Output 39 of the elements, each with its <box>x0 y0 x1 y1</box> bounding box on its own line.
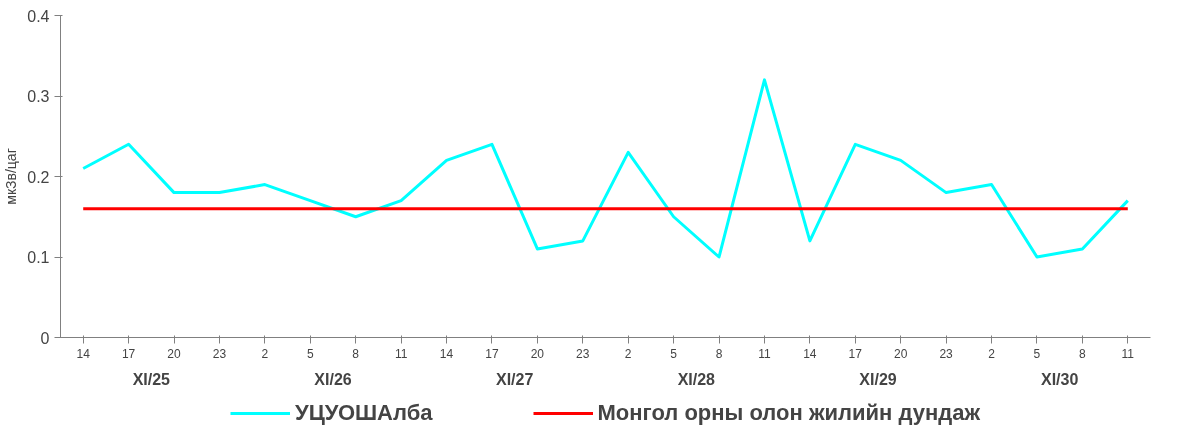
x-tick-label: 14 <box>439 346 454 361</box>
x-tick-label: 14 <box>76 346 91 361</box>
x-tick-label: 20 <box>167 346 182 361</box>
x-tick-label: 20 <box>894 346 908 361</box>
x-tick-label: 11 <box>394 346 408 361</box>
x-tick-label: 5 <box>306 346 314 361</box>
x-tick-label: 2 <box>261 346 269 361</box>
y-tick-label: 0.4 <box>27 7 50 25</box>
x-tick-label: 17 <box>485 346 499 361</box>
x-tick-label: 5 <box>1033 346 1041 361</box>
y-tick-label: 0 <box>40 329 50 347</box>
x-tick-label: 23 <box>212 346 227 361</box>
line-series <box>81 78 1130 259</box>
text: XI/29 <box>859 370 897 388</box>
x-tick-label: 2 <box>988 346 996 361</box>
x-tick-label: 17 <box>121 346 136 361</box>
x-tick-label: 8 <box>1079 346 1087 361</box>
y-tick-label: 0.1 <box>27 249 50 266</box>
text: XI/27 <box>495 370 534 388</box>
x-tick-label: 2 <box>624 346 632 361</box>
legend-label: Монгол орны олон жилийн дундаж <box>597 399 981 426</box>
text: XI/25 <box>132 370 171 388</box>
y-axis-title: мкЗв/цаг <box>3 148 20 205</box>
y-tick-label: 0.2 <box>27 168 50 186</box>
x-tick-label: 14 <box>803 346 817 361</box>
x-tick-label: 17 <box>848 346 863 361</box>
text: XI/26 <box>314 370 352 388</box>
text: XI/28 <box>677 370 716 388</box>
x-tick-label: 23 <box>576 346 590 361</box>
x-tick-label: 23 <box>939 346 954 361</box>
x-tick-label: 11 <box>758 346 772 361</box>
x-tick-label: 8 <box>352 346 360 361</box>
legend-label: УЦУОШАлба <box>294 399 433 426</box>
x-tick-label: 20 <box>530 346 545 361</box>
x-tick-label: 8 <box>715 346 723 361</box>
text: XI/30 <box>1040 370 1079 388</box>
y-tick-label: 0.3 <box>27 88 50 105</box>
x-tick-label: 5 <box>670 346 678 361</box>
x-tick-label: 11 <box>1121 346 1135 361</box>
